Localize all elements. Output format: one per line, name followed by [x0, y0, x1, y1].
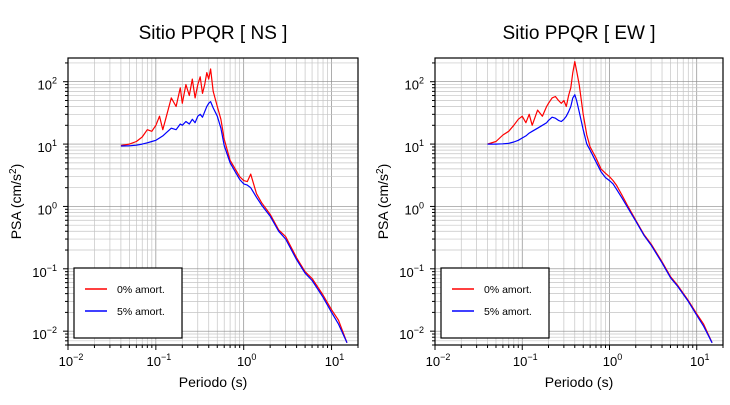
- ticks: [63, 62, 359, 350]
- tick-base: 10: [38, 202, 52, 217]
- y-tick-label: 102: [38, 76, 57, 93]
- tick-exponent: 1: [52, 138, 57, 148]
- tick-base: 10: [690, 354, 704, 369]
- legend-label: 5% amort.: [484, 306, 532, 318]
- tick-exponent: −1: [47, 263, 57, 273]
- tick-base: 10: [405, 140, 419, 155]
- x-axis-label: Periodo (s): [179, 374, 247, 390]
- series-line-amort-5: [487, 94, 713, 344]
- tick-exponent: 0: [419, 200, 424, 210]
- tick-exponent: 0: [617, 352, 622, 362]
- y-tick-label: 10−2: [399, 325, 424, 342]
- x-tick-label: 100: [237, 352, 256, 369]
- tick-exponent: −2: [47, 325, 57, 335]
- tick-base: 10: [32, 265, 46, 280]
- y-tick-label: 100: [405, 200, 424, 217]
- tick-base: 10: [399, 265, 413, 280]
- tick-base: 10: [146, 354, 160, 369]
- plot-frame: [67, 57, 359, 346]
- y-axis-label: PSA (cm/s2): [8, 164, 24, 240]
- tick-base: 10: [38, 78, 52, 93]
- legend-label: 5% amort.: [117, 306, 165, 318]
- tick-exponent: −1: [161, 352, 171, 362]
- x-tick-label: 10−2: [426, 352, 451, 369]
- y-axis-label-close: ): [8, 164, 24, 169]
- tick-exponent: 1: [704, 352, 709, 362]
- legend-label: 0% amort.: [117, 284, 165, 296]
- tick-exponent: 0: [251, 352, 256, 362]
- ticks: [430, 62, 724, 350]
- tick-base: 10: [603, 354, 617, 369]
- y-axis-label: PSA (cm/s2): [375, 164, 391, 240]
- series-line-amort-0: [120, 68, 348, 344]
- x-tick-label: 10−1: [513, 352, 538, 369]
- tick-exponent: −1: [527, 352, 537, 362]
- tick-exponent: 1: [419, 138, 424, 148]
- tick-base: 10: [399, 327, 413, 342]
- x-tick-label: 10−2: [59, 352, 84, 369]
- y-tick-label: 10−1: [399, 263, 424, 280]
- x-tick-label: 100: [603, 352, 622, 369]
- tick-base: 10: [426, 354, 440, 369]
- chart-title: Sitio PPQR [ EW ]: [502, 23, 655, 44]
- tick-base: 10: [38, 140, 52, 155]
- x-tick-label: 101: [325, 352, 344, 369]
- y-tick-label: 102: [405, 76, 424, 93]
- tick-exponent: 2: [52, 76, 57, 86]
- tick-exponent: −2: [73, 352, 83, 362]
- tick-base: 10: [32, 327, 46, 342]
- tick-exponent: 0: [52, 200, 57, 210]
- chart-title: Sitio PPQR [ NS ]: [139, 23, 288, 44]
- series-line-amort-5: [120, 100, 348, 344]
- y-axis-label-exponent: 2: [375, 168, 386, 174]
- y-tick-label: 100: [38, 200, 57, 217]
- legend: 0% amort. 5% amort.: [440, 267, 550, 339]
- y-tick-label: 10−2: [32, 325, 57, 342]
- y-tick-label: 101: [405, 138, 424, 155]
- legend-box: [440, 267, 550, 339]
- tick-base: 10: [325, 354, 339, 369]
- tick-exponent: 2: [419, 76, 424, 86]
- y-axis-label-text: PSA (cm/s: [8, 174, 24, 239]
- tick-exponent: −2: [440, 352, 450, 362]
- tick-exponent: −2: [414, 325, 424, 335]
- y-tick-label: 101: [38, 138, 57, 155]
- y-axis-label-close: ): [375, 164, 391, 169]
- tick-base: 10: [405, 202, 419, 217]
- legend-box: [73, 267, 183, 339]
- plot-frame: [434, 57, 724, 346]
- y-tick-label: 10−1: [32, 263, 57, 280]
- legend-label: 0% amort.: [484, 284, 532, 296]
- y-axis-label-text: PSA (cm/s: [375, 174, 391, 239]
- y-axis-label-exponent: 2: [8, 168, 19, 174]
- x-axis-label: Periodo (s): [545, 374, 613, 390]
- tick-base: 10: [59, 354, 73, 369]
- tick-base: 10: [237, 354, 251, 369]
- tick-base: 10: [513, 354, 527, 369]
- x-tick-label: 101: [690, 352, 709, 369]
- x-tick-label: 10−1: [146, 352, 171, 369]
- grid: [67, 58, 359, 346]
- tick-exponent: 1: [339, 352, 344, 362]
- tick-base: 10: [405, 78, 419, 93]
- legend: 0% amort. 5% amort.: [73, 267, 183, 339]
- tick-exponent: −1: [414, 263, 424, 273]
